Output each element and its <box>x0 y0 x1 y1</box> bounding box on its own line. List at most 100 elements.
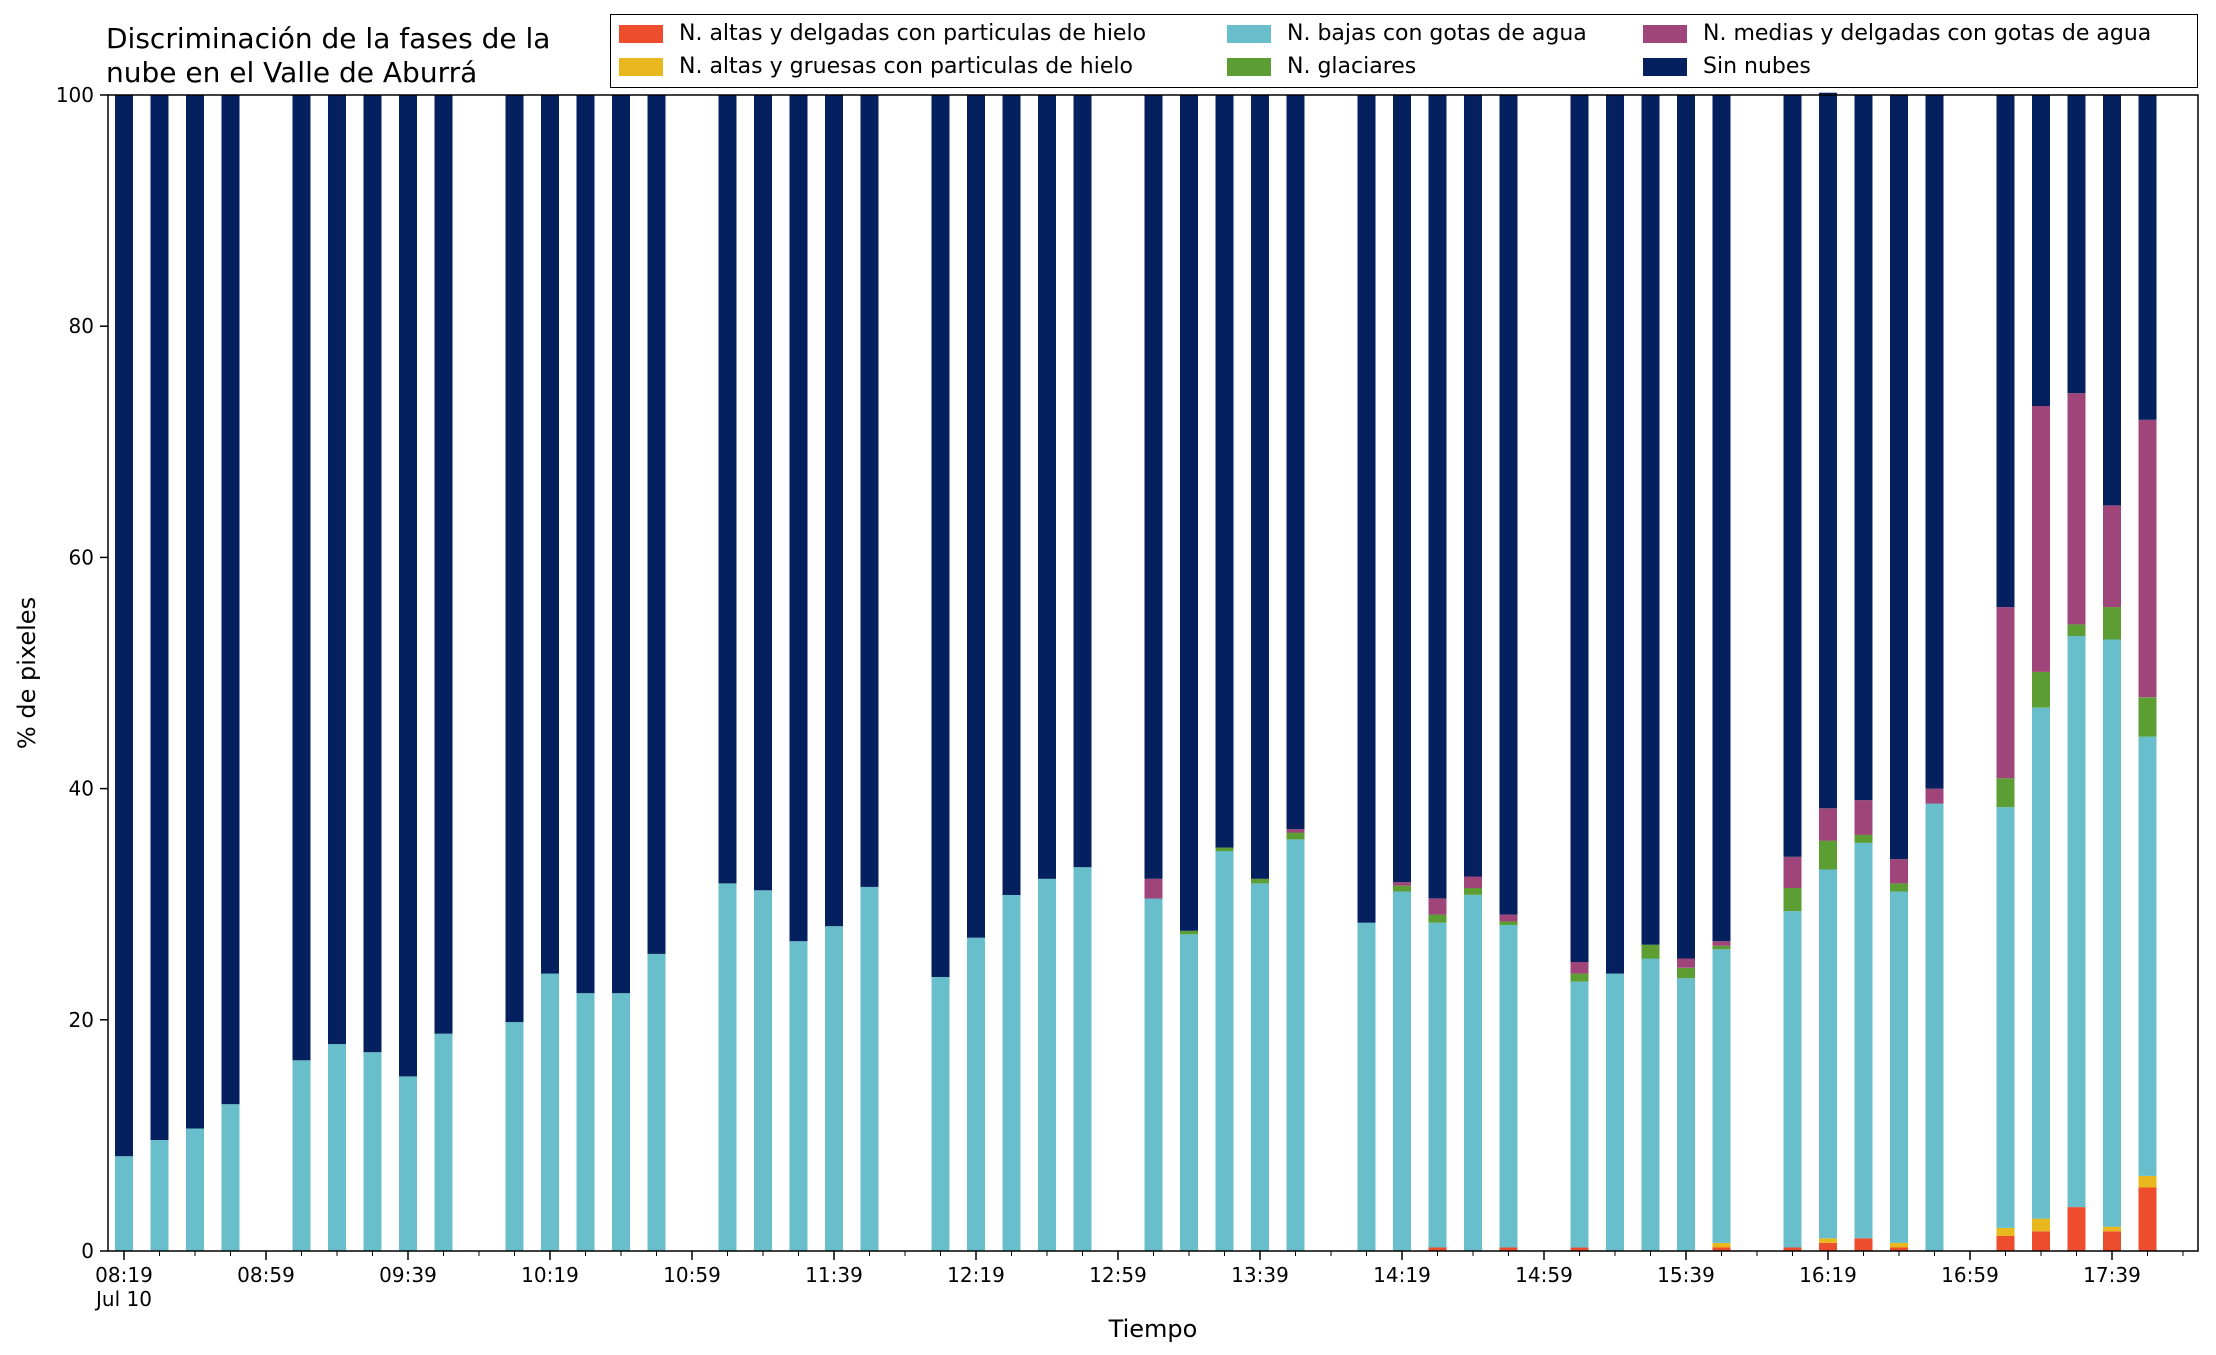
bar-segment <box>1996 95 2015 608</box>
bar-segment <box>1499 95 1518 915</box>
bar-segment <box>1428 922 1447 1248</box>
bar-segment <box>1890 891 1908 1243</box>
legend-label: Sin nubes <box>1703 54 1811 79</box>
bar-segment <box>1712 1242 1731 1248</box>
bar-segment <box>2032 1231 2050 1251</box>
bar-segment <box>1641 944 1660 959</box>
bar-segment <box>2067 1207 2086 1251</box>
bar-segment <box>541 973 559 1251</box>
bar-segment <box>860 95 879 887</box>
x-tick-label: 15:39 <box>1657 1263 1715 1287</box>
x-tick-label: 14:19 <box>1373 1263 1431 1287</box>
bar-segment <box>2103 639 2121 1227</box>
bar-segment <box>1286 839 1305 1251</box>
bar-segment <box>2103 95 2121 506</box>
bars-group <box>115 92 2157 1251</box>
bar-segment <box>221 95 240 1105</box>
bar-segment <box>1819 1238 1837 1243</box>
bar-segment <box>1712 945 1731 950</box>
bar-segment <box>1038 878 1056 1251</box>
bar-segment <box>1677 967 1695 979</box>
bar-segment <box>1286 832 1305 840</box>
bar-segment <box>931 95 950 977</box>
bar-segment <box>967 937 985 1251</box>
chart-legend: N. altas y delgadas con particulas de hi… <box>610 14 2198 88</box>
legend-swatch <box>1643 24 1687 43</box>
bar-segment <box>150 95 169 1140</box>
legend-item: N. glaciares <box>1227 54 1416 79</box>
legend-swatch <box>1227 24 1271 43</box>
bar-segment <box>1464 895 1482 1251</box>
legend-swatch <box>619 57 663 76</box>
legend-item: Sin nubes <box>1643 54 1811 79</box>
bar-segment <box>931 977 950 1251</box>
bar-segment <box>2032 406 2050 672</box>
legend-item: N. altas y delgadas con particulas de hi… <box>619 21 1146 46</box>
bar-segment <box>1428 898 1447 915</box>
x-tick-label: 14:59 <box>1515 1263 1573 1287</box>
bar-segment <box>1819 840 1837 870</box>
bar-segment <box>1996 1227 2015 1236</box>
bar-segment <box>2103 607 2121 640</box>
y-tick-label: 80 <box>69 314 94 338</box>
bar-segment <box>1251 95 1269 879</box>
bar-segment <box>115 95 133 1157</box>
x-tick-label: 09:39 <box>379 1263 437 1287</box>
x-tick-label: 10:59 <box>663 1263 721 1287</box>
bar-segment <box>328 95 346 1045</box>
legend-label: N. altas y delgadas con particulas de hi… <box>679 21 1147 46</box>
x-tick-label: 13:39 <box>1231 1263 1289 1287</box>
x-tick-label: 16:59 <box>1941 1263 1999 1287</box>
bar-segment <box>825 95 843 927</box>
x-tick-label: 12:59 <box>1089 1263 1147 1287</box>
bar-segment <box>1251 878 1269 884</box>
bar-segment <box>1464 95 1482 877</box>
bar-segment <box>399 1076 417 1251</box>
bar-segment <box>1215 851 1234 1251</box>
legend-item: N. bajas con gotas de agua <box>1227 21 1587 46</box>
bar-segment <box>1854 834 1873 843</box>
x-tick-label: 17:39 <box>2083 1263 2141 1287</box>
legend-item: N. medias y delgadas con gotas de agua <box>1643 21 2151 46</box>
bar-segment <box>2032 1218 2050 1232</box>
bar-segment <box>2138 419 2157 698</box>
bar-segment <box>2032 671 2050 708</box>
y-axis-label: % de pixeles <box>13 597 41 749</box>
bar-segment <box>1570 962 1589 974</box>
legend-item: N. altas y gruesas con particulas de hie… <box>619 54 1133 79</box>
bar-segment <box>399 95 417 1077</box>
y-axis: 0 20 40 60 80 100 <box>56 83 108 1263</box>
bar-segment <box>647 95 666 954</box>
bar-segment <box>1996 807 2015 1228</box>
bar-segment <box>1783 911 1802 1248</box>
bar-segment <box>2067 95 2086 394</box>
bar-segment <box>1606 973 1624 1251</box>
bar-segment <box>1144 878 1163 899</box>
bar-segment <box>1464 876 1482 889</box>
bar-segment <box>1925 95 1944 789</box>
bar-segment <box>2067 636 2086 1208</box>
bar-segment <box>1464 888 1482 895</box>
bar-segment <box>1570 1247 1589 1251</box>
bar-segment <box>1925 788 1944 804</box>
bar-segment <box>2067 393 2086 625</box>
bar-segment <box>1996 778 2015 808</box>
bar-segment <box>328 1044 346 1251</box>
legend-label: N. altas y gruesas con particulas de hie… <box>679 54 1133 79</box>
bar-segment <box>2103 1226 2121 1232</box>
bar-segment <box>363 1052 382 1251</box>
x-tick-label: 08:59 <box>237 1263 295 1287</box>
legend-label: N. glaciares <box>1287 54 1417 79</box>
bar-segment <box>1641 95 1660 945</box>
bar-segment <box>115 1156 133 1251</box>
bar-segment <box>2138 1175 2157 1188</box>
bar-segment <box>1890 1247 1908 1251</box>
bar-segment <box>1073 867 1092 1251</box>
bar-segment <box>576 95 595 994</box>
bar-segment <box>1996 1236 2015 1251</box>
bar-segment <box>150 1140 169 1251</box>
bar-segment <box>292 1060 311 1251</box>
y-tick-label: 40 <box>69 777 94 801</box>
bar-segment <box>967 95 985 938</box>
